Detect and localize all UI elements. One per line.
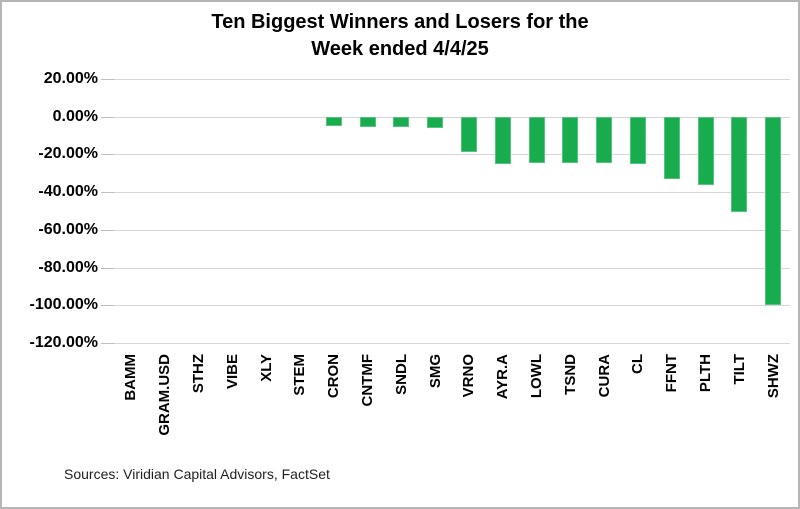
x-axis-label-cron: CRON bbox=[325, 354, 343, 399]
y-axis-tick bbox=[101, 305, 114, 307]
bar-cura bbox=[596, 116, 613, 164]
bar-shwz bbox=[765, 116, 782, 306]
gridline bbox=[114, 267, 790, 269]
source-note: Sources: Viridian Capital Advisors, Fact… bbox=[64, 466, 330, 482]
x-axis-label-shwz: SHWZ bbox=[764, 354, 782, 399]
chart-title: Ten Biggest Winners and Losers for the W… bbox=[2, 9, 798, 63]
x-axis-label-stem: STEM bbox=[291, 354, 309, 396]
bar-smg bbox=[427, 116, 444, 129]
x-axis-label-tsnd: TSND bbox=[561, 354, 579, 395]
bar-cron bbox=[325, 116, 342, 127]
bar-cl bbox=[629, 116, 646, 164]
y-axis-tick bbox=[101, 154, 114, 156]
x-axis-label-cura: CURA bbox=[595, 354, 613, 398]
gridline bbox=[114, 116, 790, 118]
y-axis-label: 20.00% bbox=[43, 70, 98, 87]
x-axis-label-tilt: TILT bbox=[730, 354, 748, 385]
y-axis-label: -60.00% bbox=[38, 220, 98, 238]
x-axis-label-xly: XLY bbox=[257, 354, 275, 382]
bar-plth bbox=[697, 116, 714, 185]
chart-title-line-1: Ten Biggest Winners and Losers for the bbox=[211, 11, 589, 33]
y-axis-label: -20.00% bbox=[38, 145, 98, 163]
x-axis-label-vibe: VIBE bbox=[223, 354, 241, 390]
x-axis-label-cntmf: CNTMF bbox=[359, 354, 376, 407]
y-axis-tick bbox=[101, 229, 114, 231]
gridline bbox=[114, 343, 790, 344]
y-axis-tick bbox=[101, 192, 114, 194]
x-axis-label-ffnt: FFNT bbox=[663, 354, 681, 393]
x-axis-label-bamm: BAMM bbox=[122, 354, 140, 401]
bar-vrno bbox=[460, 116, 477, 152]
bar-cntmf bbox=[359, 116, 376, 128]
y-axis-tick bbox=[101, 343, 114, 344]
gridline bbox=[114, 305, 790, 307]
x-axis-label-smg: SMG bbox=[426, 354, 444, 389]
bar-tsnd bbox=[562, 116, 579, 164]
bar-tilt bbox=[731, 116, 748, 212]
gridline bbox=[114, 192, 790, 194]
x-axis-label-sthz: STHZ bbox=[190, 354, 207, 394]
bar-ayr-a bbox=[494, 116, 511, 164]
y-axis-label: -120.00% bbox=[29, 334, 99, 351]
x-axis-label-lowl: LOWL bbox=[528, 354, 545, 399]
x-axis-label-sndl: SNDL bbox=[392, 354, 410, 395]
x-axis-label-cl: CL bbox=[629, 354, 647, 374]
y-axis-label: -40.00% bbox=[38, 183, 98, 201]
plot-area bbox=[114, 79, 790, 344]
y-axis-tick bbox=[101, 79, 114, 80]
bar-lowl bbox=[528, 116, 545, 163]
y-axis-label: -100.00% bbox=[29, 296, 99, 314]
chart-title-line-2: Week ended 4/4/25 bbox=[311, 38, 489, 60]
y-axis-tick bbox=[101, 267, 114, 269]
y-axis-tick bbox=[101, 116, 114, 118]
x-axis-label-ayr-a: AYR.A bbox=[494, 354, 512, 400]
x-axis-label-gram-usd: GRAM.USD bbox=[156, 354, 174, 436]
y-axis-label: 0.00% bbox=[52, 107, 98, 125]
gridline bbox=[114, 154, 790, 156]
gridline bbox=[114, 79, 790, 80]
y-axis-label: -80.00% bbox=[38, 258, 98, 276]
x-axis-label-vrno: VRNO bbox=[460, 354, 478, 398]
bar-sndl bbox=[393, 116, 410, 127]
gridline bbox=[114, 229, 790, 231]
bar-ffnt bbox=[663, 116, 680, 179]
x-axis-label-plth: PLTH bbox=[697, 354, 714, 393]
